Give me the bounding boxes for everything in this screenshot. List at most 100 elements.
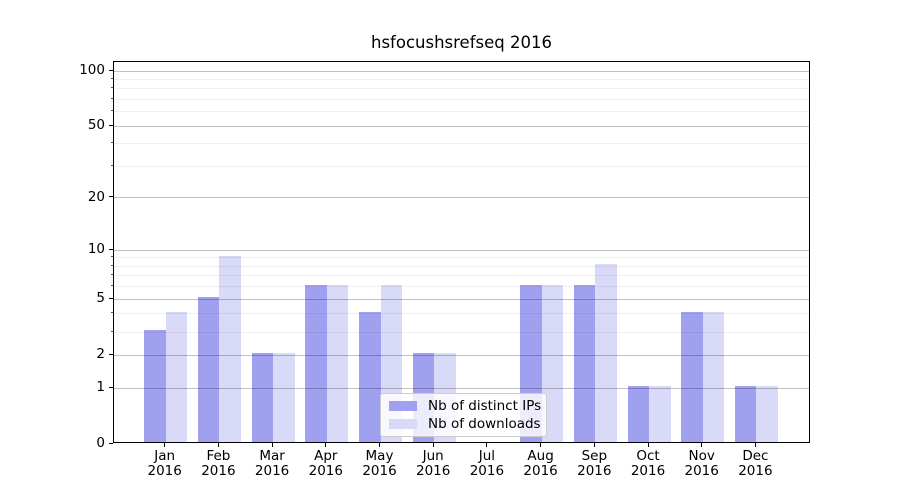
major-gridline	[114, 125, 809, 127]
y-minor-tick-mark	[111, 274, 113, 276]
y-tick-label: 100	[79, 62, 105, 78]
x-tick-label: Jul 2016	[455, 449, 519, 479]
x-tick-label-month: Aug	[527, 448, 554, 464]
x-tick-label-month: Jun	[422, 448, 444, 464]
x-tick-label-year: 2016	[308, 463, 343, 479]
y-tick-mark	[109, 196, 113, 198]
legend: Nb of distinct IPs Nb of downloads	[380, 393, 547, 437]
minor-gridline	[114, 265, 809, 267]
x-tick-label-month: Jul	[478, 448, 496, 464]
x-tick-label-month: Feb	[206, 448, 231, 464]
bar-downloads-sep	[595, 264, 617, 442]
y-tick-mark	[109, 248, 113, 250]
bar-downloads-apr	[326, 284, 349, 442]
x-tick-label: Apr 2016	[294, 449, 358, 479]
minor-gridline	[114, 166, 809, 167]
y-tick-mark	[109, 353, 113, 355]
bar-ips-apr	[305, 284, 327, 442]
plot-area	[113, 61, 810, 443]
x-tick-mark	[164, 443, 166, 447]
x-tick-label-year: 2016	[362, 463, 397, 479]
legend-swatch-ips	[389, 401, 417, 411]
y-tick-mark	[109, 442, 113, 444]
minor-gridline	[114, 111, 809, 113]
bar-downloads-nov	[702, 311, 725, 442]
major-gridline	[114, 197, 809, 199]
x-tick-label-month: Jan	[154, 448, 176, 464]
bar-ips-sep	[573, 284, 596, 442]
y-minor-tick-mark	[111, 312, 113, 314]
minor-gridline	[114, 143, 809, 145]
x-tick-label-month: Sep	[581, 448, 608, 464]
x-tick-mark	[486, 443, 488, 447]
y-tick-label: 20	[87, 188, 105, 205]
x-tick-label-month: May	[365, 448, 394, 464]
y-tick-label: 2	[96, 346, 105, 363]
y-minor-tick-mark	[111, 98, 113, 99]
y-minor-tick-mark	[111, 285, 113, 287]
bar-ips-dec	[734, 386, 757, 442]
x-tick-mark	[593, 443, 595, 447]
x-tick-label: Jun 2016	[401, 449, 465, 479]
x-tick-label: Mar 2016	[240, 449, 304, 479]
legend-item-distinct-ips: Nb of distinct IPs	[387, 398, 541, 414]
x-tick-label: Aug 2016	[509, 449, 573, 479]
x-tick-label-year: 2016	[684, 463, 719, 479]
y-minor-tick-mark	[111, 330, 113, 332]
x-tick-label-year: 2016	[738, 463, 773, 479]
y-minor-tick-mark	[111, 264, 113, 266]
x-tick-label-month: Apr	[314, 448, 338, 464]
legend-swatch-downloads	[389, 419, 417, 429]
y-tick-label: 1	[96, 379, 105, 395]
x-tick-label: Jan 2016	[133, 449, 197, 479]
major-gridline	[114, 249, 809, 251]
bar-downloads-jan	[165, 311, 188, 442]
x-tick-mark	[379, 443, 380, 447]
chart-title: hsfocushsrefseq 2016	[371, 33, 552, 52]
y-tick-mark	[109, 69, 113, 71]
bar-downloads-dec	[756, 386, 778, 442]
minor-gridline	[114, 257, 809, 259]
y-minor-tick-mark	[111, 142, 113, 144]
x-tick-label-month: Oct	[636, 448, 660, 464]
minor-gridline	[114, 99, 809, 100]
x-tick-mark	[217, 443, 219, 447]
y-minor-tick-mark	[111, 165, 113, 166]
bar-ips-jan	[144, 330, 166, 442]
minor-gridline	[114, 78, 809, 80]
x-tick-mark	[432, 443, 434, 447]
bar-downloads-mar	[273, 353, 295, 442]
bar-ips-mar	[251, 353, 274, 442]
x-tick-label-year: 2016	[523, 463, 558, 479]
x-tick-mark	[271, 443, 273, 447]
y-tick-label: 50	[87, 117, 105, 134]
minor-gridline	[114, 286, 809, 288]
y-minor-tick-mark	[111, 77, 113, 79]
x-tick-mark	[540, 443, 542, 447]
x-tick-label: Nov 2016	[670, 449, 734, 479]
bar-downloads-feb	[219, 255, 241, 442]
y-tick-label: 5	[96, 290, 105, 307]
y-tick-mark	[109, 386, 113, 388]
bar-ips-nov	[681, 311, 703, 442]
x-tick-label-year: 2016	[416, 463, 451, 479]
bar-ips-oct	[627, 386, 649, 442]
legend-label-downloads: Nb of downloads	[428, 416, 541, 432]
x-tick-label-year: 2016	[469, 463, 505, 479]
x-tick-mark	[701, 443, 703, 447]
x-tick-label-month: Nov	[688, 448, 715, 464]
minor-gridline	[114, 88, 809, 90]
x-tick-label-year: 2016	[201, 463, 236, 479]
x-tick-mark	[647, 443, 649, 447]
x-tick-mark	[754, 443, 756, 447]
x-tick-label-year: 2016	[147, 463, 182, 479]
legend-item-downloads: Nb of downloads	[387, 416, 541, 432]
y-tick-label: 10	[87, 241, 105, 258]
x-tick-label-month: Mar	[259, 448, 285, 464]
y-tick-label: 0	[96, 435, 105, 451]
y-minor-tick-mark	[111, 256, 113, 258]
bar-ips-may	[359, 311, 381, 442]
minor-gridline	[114, 275, 809, 277]
x-tick-label-month: Dec	[742, 448, 769, 464]
